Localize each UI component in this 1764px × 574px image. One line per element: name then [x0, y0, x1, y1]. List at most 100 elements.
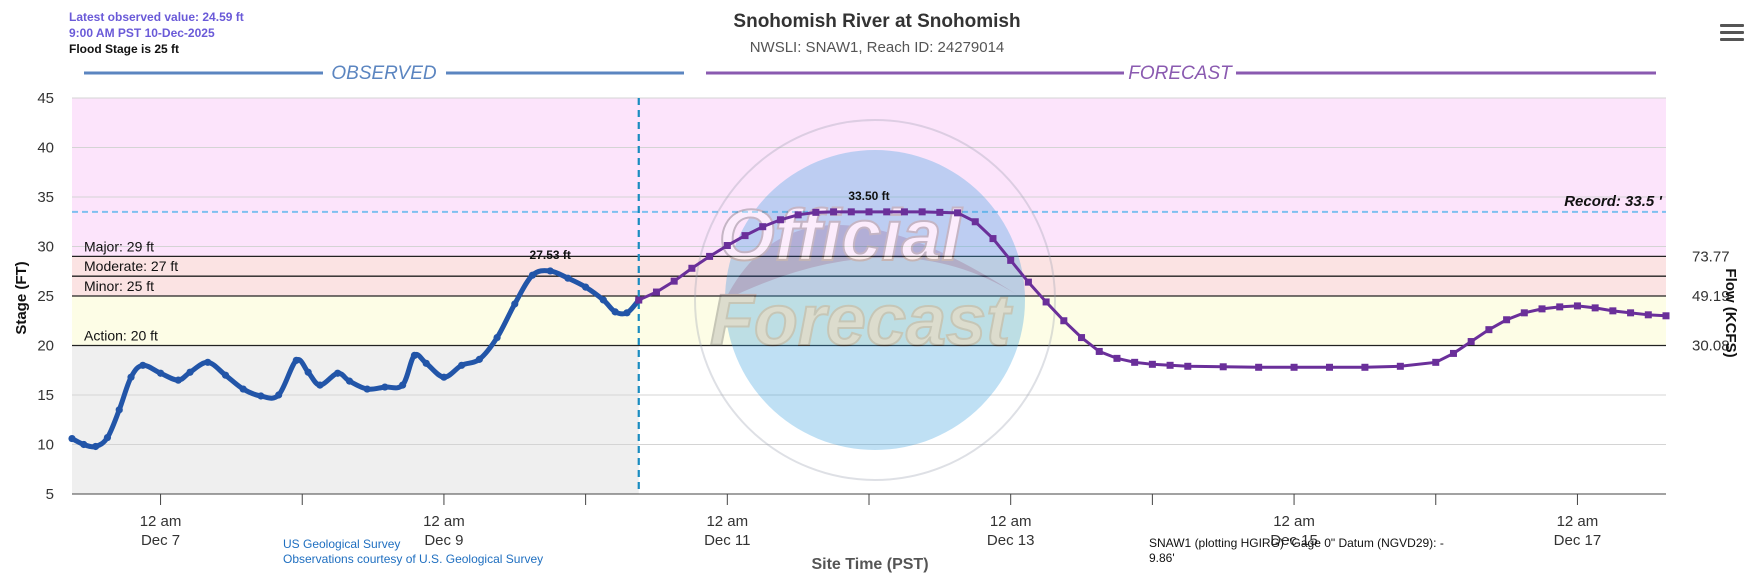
x-tick-date: Dec 13 [987, 532, 1035, 549]
forecast-point [1432, 358, 1440, 366]
forecast-point [1042, 298, 1050, 306]
minor-flood-band [72, 296, 1666, 346]
chart-subtitle: NWSLI: SNAW1, Reach ID: 24279014 [750, 39, 1005, 56]
forecast-point [1148, 360, 1156, 368]
forecast-point [741, 232, 749, 240]
chart-title: Snohomish River at Snohomish [733, 11, 1020, 32]
observed-point [239, 385, 247, 393]
y-tick-label: 40 [37, 140, 54, 157]
forecast-line [638, 210, 1667, 369]
observed-point [127, 373, 135, 381]
forecast-point [1219, 363, 1227, 371]
noaa-watermark: Official Forecast [694, 119, 1056, 481]
y-tick-label: 30 [37, 239, 54, 256]
record-line-group: Record: 33.5 ' [72, 193, 1666, 213]
forecast-point [1290, 363, 1298, 371]
forecast-point [1538, 305, 1546, 313]
observed-point [623, 309, 631, 317]
observed-point [345, 377, 354, 385]
x-tick-date: Dec 9 [424, 532, 463, 549]
forecast-point [1627, 309, 1635, 317]
observed-series [68, 267, 643, 451]
threshold-label-minor: Minor: 25 ft [84, 278, 154, 294]
y-axis-title: Stage (FT) [13, 261, 30, 334]
forecast-point [1166, 361, 1174, 369]
observed-point [204, 358, 212, 366]
observed-label: OBSERVED [331, 63, 437, 84]
forecast-point [1255, 363, 1263, 371]
flow-tick-label: 73.77 [1692, 248, 1730, 265]
forecast-point [1485, 326, 1493, 334]
forecast-point [776, 216, 784, 224]
watermark-word-forecast: Forecast [710, 281, 1013, 361]
x-axis-title: Site Time (PST) [811, 556, 928, 573]
x-tick-time: 12 am [990, 513, 1032, 530]
forecast-point [1078, 334, 1086, 342]
forecast-point [971, 218, 979, 226]
y-tick-label: 10 [37, 437, 54, 454]
forecast-point [1609, 307, 1617, 315]
observed-point [363, 385, 371, 393]
forecast-point [1467, 338, 1475, 346]
forecast-point [900, 208, 908, 216]
threshold-label-action: Action: 20 ft [84, 328, 158, 344]
observed-point [334, 369, 342, 377]
observed-point [422, 359, 430, 367]
peak-labels: 27.53 ft 33.50 ft [530, 189, 890, 262]
observed-point [475, 355, 483, 363]
observed-point [221, 371, 230, 379]
menu-bar [1720, 31, 1744, 34]
y-tick-label: 35 [37, 189, 54, 206]
threshold-lines: Major: 29 ft Moderate: 27 ft Minor: 25 ft A… [72, 238, 1666, 347]
forecast-point [1503, 316, 1511, 324]
x-tick-date: Dec 17 [1554, 532, 1602, 549]
usgs-observations-link[interactable]: Observations courtesy of U.S. Geological… [283, 552, 543, 566]
y2-axis-title: Flow (KCFS) [1722, 268, 1739, 357]
observed-point [493, 333, 501, 342]
y-tick-label: 5 [46, 486, 54, 503]
forecast-point [883, 208, 891, 216]
latest-observed-value: Latest observed value: 24.59 ft [69, 10, 244, 24]
flood-stage-note: Flood Stage is 25 ft [69, 42, 179, 56]
observed-point [80, 440, 88, 449]
datum-note-line2: 9.86' [1149, 551, 1175, 565]
forecast-point [847, 208, 855, 216]
watermark-word-official: Official [719, 196, 964, 276]
noaa-logo-gull [725, 225, 1025, 300]
hamburger-menu-icon[interactable] [1720, 20, 1744, 42]
usgs-credit-link[interactable]: US Geological Survey [283, 537, 400, 551]
noaa-logo-ring [694, 119, 1056, 481]
peak-label: 27.53 ft [530, 248, 571, 262]
observed-point [528, 271, 537, 279]
threshold-label-major: Major: 29 ft [84, 238, 154, 254]
x-tick-time: 12 am [706, 513, 748, 530]
observed-point [511, 300, 519, 308]
forecast-label: FORECAST [1128, 63, 1233, 84]
forecast-point [1591, 304, 1599, 312]
observed-point [174, 376, 182, 384]
observed-point [582, 283, 590, 291]
x-axis: 12 am Dec 7 12 am Dec 9 12 am Dec 11 12 am Dec … [72, 493, 1666, 549]
observed-point [92, 442, 100, 451]
observed-point [115, 406, 123, 414]
datum-note-line1: SNAW1 (plotting HGIRG) "Gage 0" Datum (N… [1149, 536, 1444, 550]
forecast-point [1325, 363, 1333, 371]
x-tick-time: 12 am [423, 513, 465, 530]
forecast-point [936, 208, 944, 216]
y-tick-label: 45 [37, 90, 54, 107]
forecast-point [1556, 303, 1564, 311]
forecast-point [1644, 311, 1652, 319]
observed-point [458, 361, 466, 369]
y-tick-label: 20 [37, 338, 54, 355]
x-tick-date: Dec 15 [1270, 532, 1318, 549]
forecast-point [1662, 312, 1670, 320]
forecast-point [794, 211, 802, 219]
observed-point [546, 267, 554, 275]
forecast-point [1573, 302, 1581, 310]
major-flood-band [72, 98, 1666, 257]
observed-point [564, 274, 572, 282]
observed-point [599, 296, 607, 304]
forecast-point [1520, 309, 1528, 317]
forecast-point [865, 208, 873, 216]
